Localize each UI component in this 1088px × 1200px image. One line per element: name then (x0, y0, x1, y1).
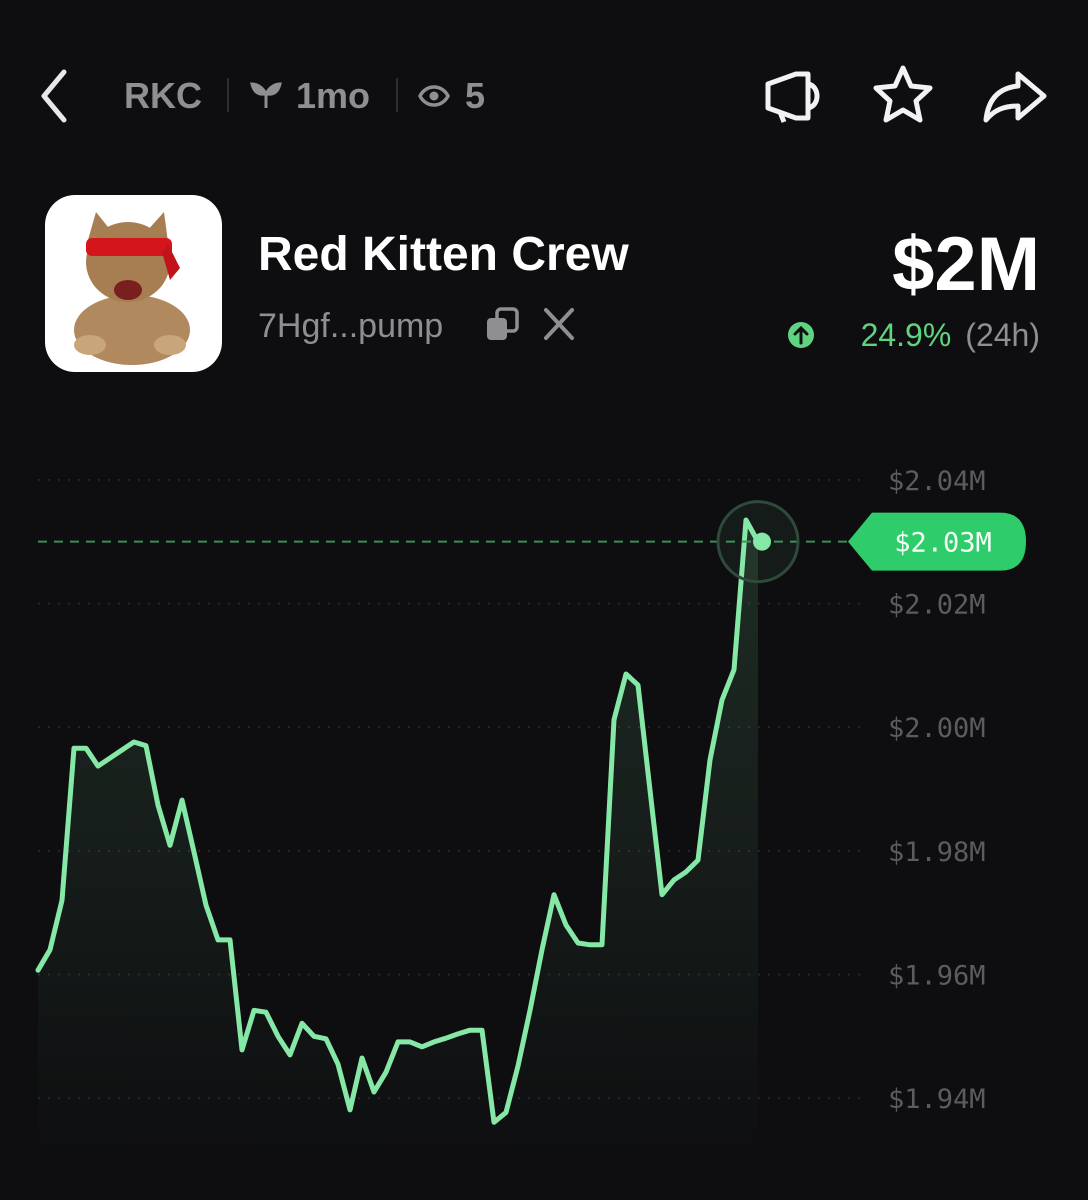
y-tick-label: $2.02M (888, 590, 986, 621)
price-change: 24.9% (24h) (861, 317, 1040, 353)
current-price-label: $2.03M (894, 528, 992, 559)
y-tick-label: $2.04M (888, 466, 986, 497)
area-fill (38, 520, 758, 1160)
y-tick-label: $1.98M (888, 837, 986, 868)
announce-button[interactable] (765, 71, 820, 123)
y-tick-label: $1.96M (888, 961, 986, 992)
viewer-count: 5 (465, 75, 485, 116)
y-tick-label: $2.00M (888, 713, 986, 744)
back-button[interactable] (41, 69, 67, 123)
token-age: 1mo (296, 75, 370, 116)
price-line (35, 517, 761, 1125)
current-marker (753, 532, 771, 551)
change-period: (24h) (965, 317, 1040, 353)
price-chart: $2.04M $2.02M $2.00M $1.98M $1.96M $1.94M $2.0… (35, 466, 1026, 1160)
copy-button[interactable] (487, 307, 519, 340)
eye-icon (418, 85, 450, 107)
change-percent: 24.9% (861, 317, 952, 353)
ticker: RKC (124, 75, 202, 116)
x-link[interactable] (544, 308, 574, 340)
token-name: Red Kitten Crew (258, 228, 629, 281)
market-cap: $2M (892, 222, 1040, 307)
favorite-button[interactable] (873, 65, 933, 123)
y-tick-label: $1.94M (888, 1084, 986, 1115)
share-button[interactable] (983, 71, 1047, 123)
token-address: 7Hgf...pump (258, 307, 443, 345)
up-icon (788, 322, 814, 348)
token-avatar (45, 195, 222, 372)
seedling-icon (250, 82, 282, 108)
current-price-tag (848, 512, 1026, 571)
